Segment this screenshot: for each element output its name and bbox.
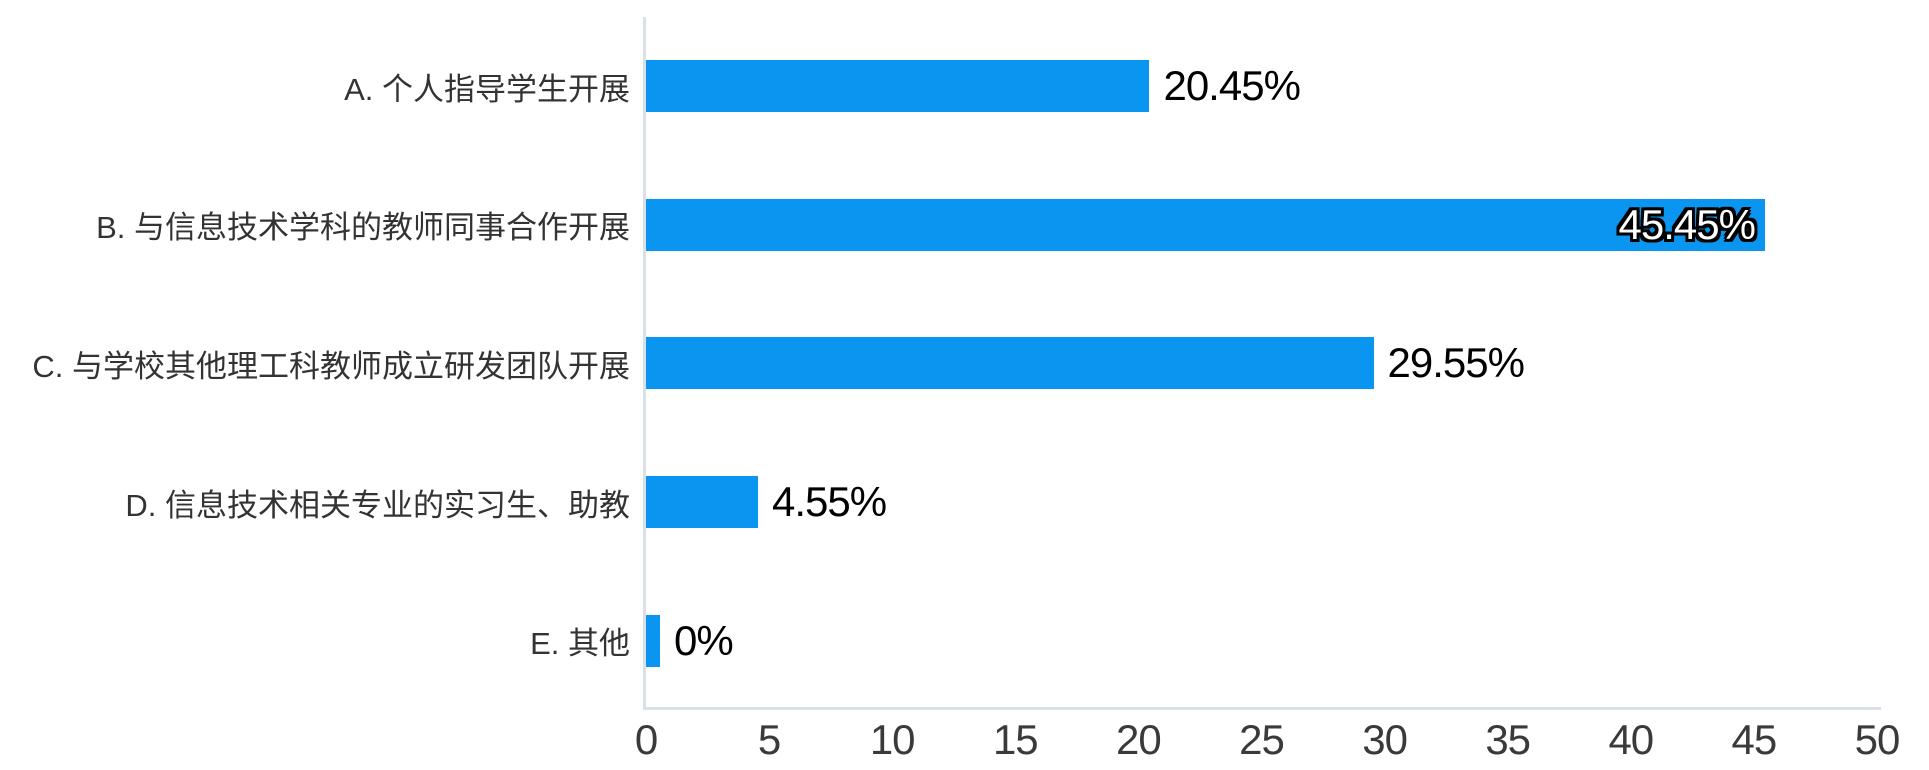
x-axis-line [643,707,1881,710]
value-label: 29.55% [1387,339,1525,387]
chart-row: E. 其他 0% [0,571,1929,710]
value-label: 45.45% [1618,200,1756,248]
chart-row: D. 信息技术相关专业的实习生、助教 4.55% [0,433,1929,572]
x-tick-label: 35 [1485,716,1531,763]
x-tick-label: 25 [1239,716,1285,763]
bar [646,337,1374,390]
chart-row: A. 个人指导学生开展 20.45% [0,17,1929,156]
bar [646,476,759,529]
x-tick-label: 0 [634,716,658,763]
y-axis-line [643,17,646,709]
bar [646,60,1150,113]
chart-row: B. 与信息技术学科的教师同事合作开展 45.45% [0,156,1929,295]
x-tick-label: 20 [1116,716,1162,763]
category-label: D. 信息技术相关专业的实习生、助教 [125,487,630,523]
value-label: 4.55% [772,478,887,526]
chart-row: C. 与学校其他理工科教师成立研发团队开展 29.55% [0,294,1929,433]
x-tick-label: 50 [1854,716,1901,763]
category-label: B. 与信息技术学科的教师同事合作开展 [96,210,630,246]
category-label: C. 与学校其他理工科教师成立研发团队开展 [32,348,630,384]
x-tick-label: 40 [1608,716,1654,763]
bar [646,198,1765,251]
x-tick-label: 30 [1362,716,1408,763]
x-tick-label: 15 [992,716,1039,763]
category-label: E. 其他 [530,626,630,662]
x-tick-label: 10 [869,716,916,763]
x-tick-label: 5 [757,716,781,763]
value-label: 20.45% [1163,62,1300,110]
bar [646,614,660,667]
value-label: 0% [674,616,734,664]
x-tick-label: 45 [1731,716,1778,763]
category-label: A. 个人指导学生开展 [344,71,630,107]
